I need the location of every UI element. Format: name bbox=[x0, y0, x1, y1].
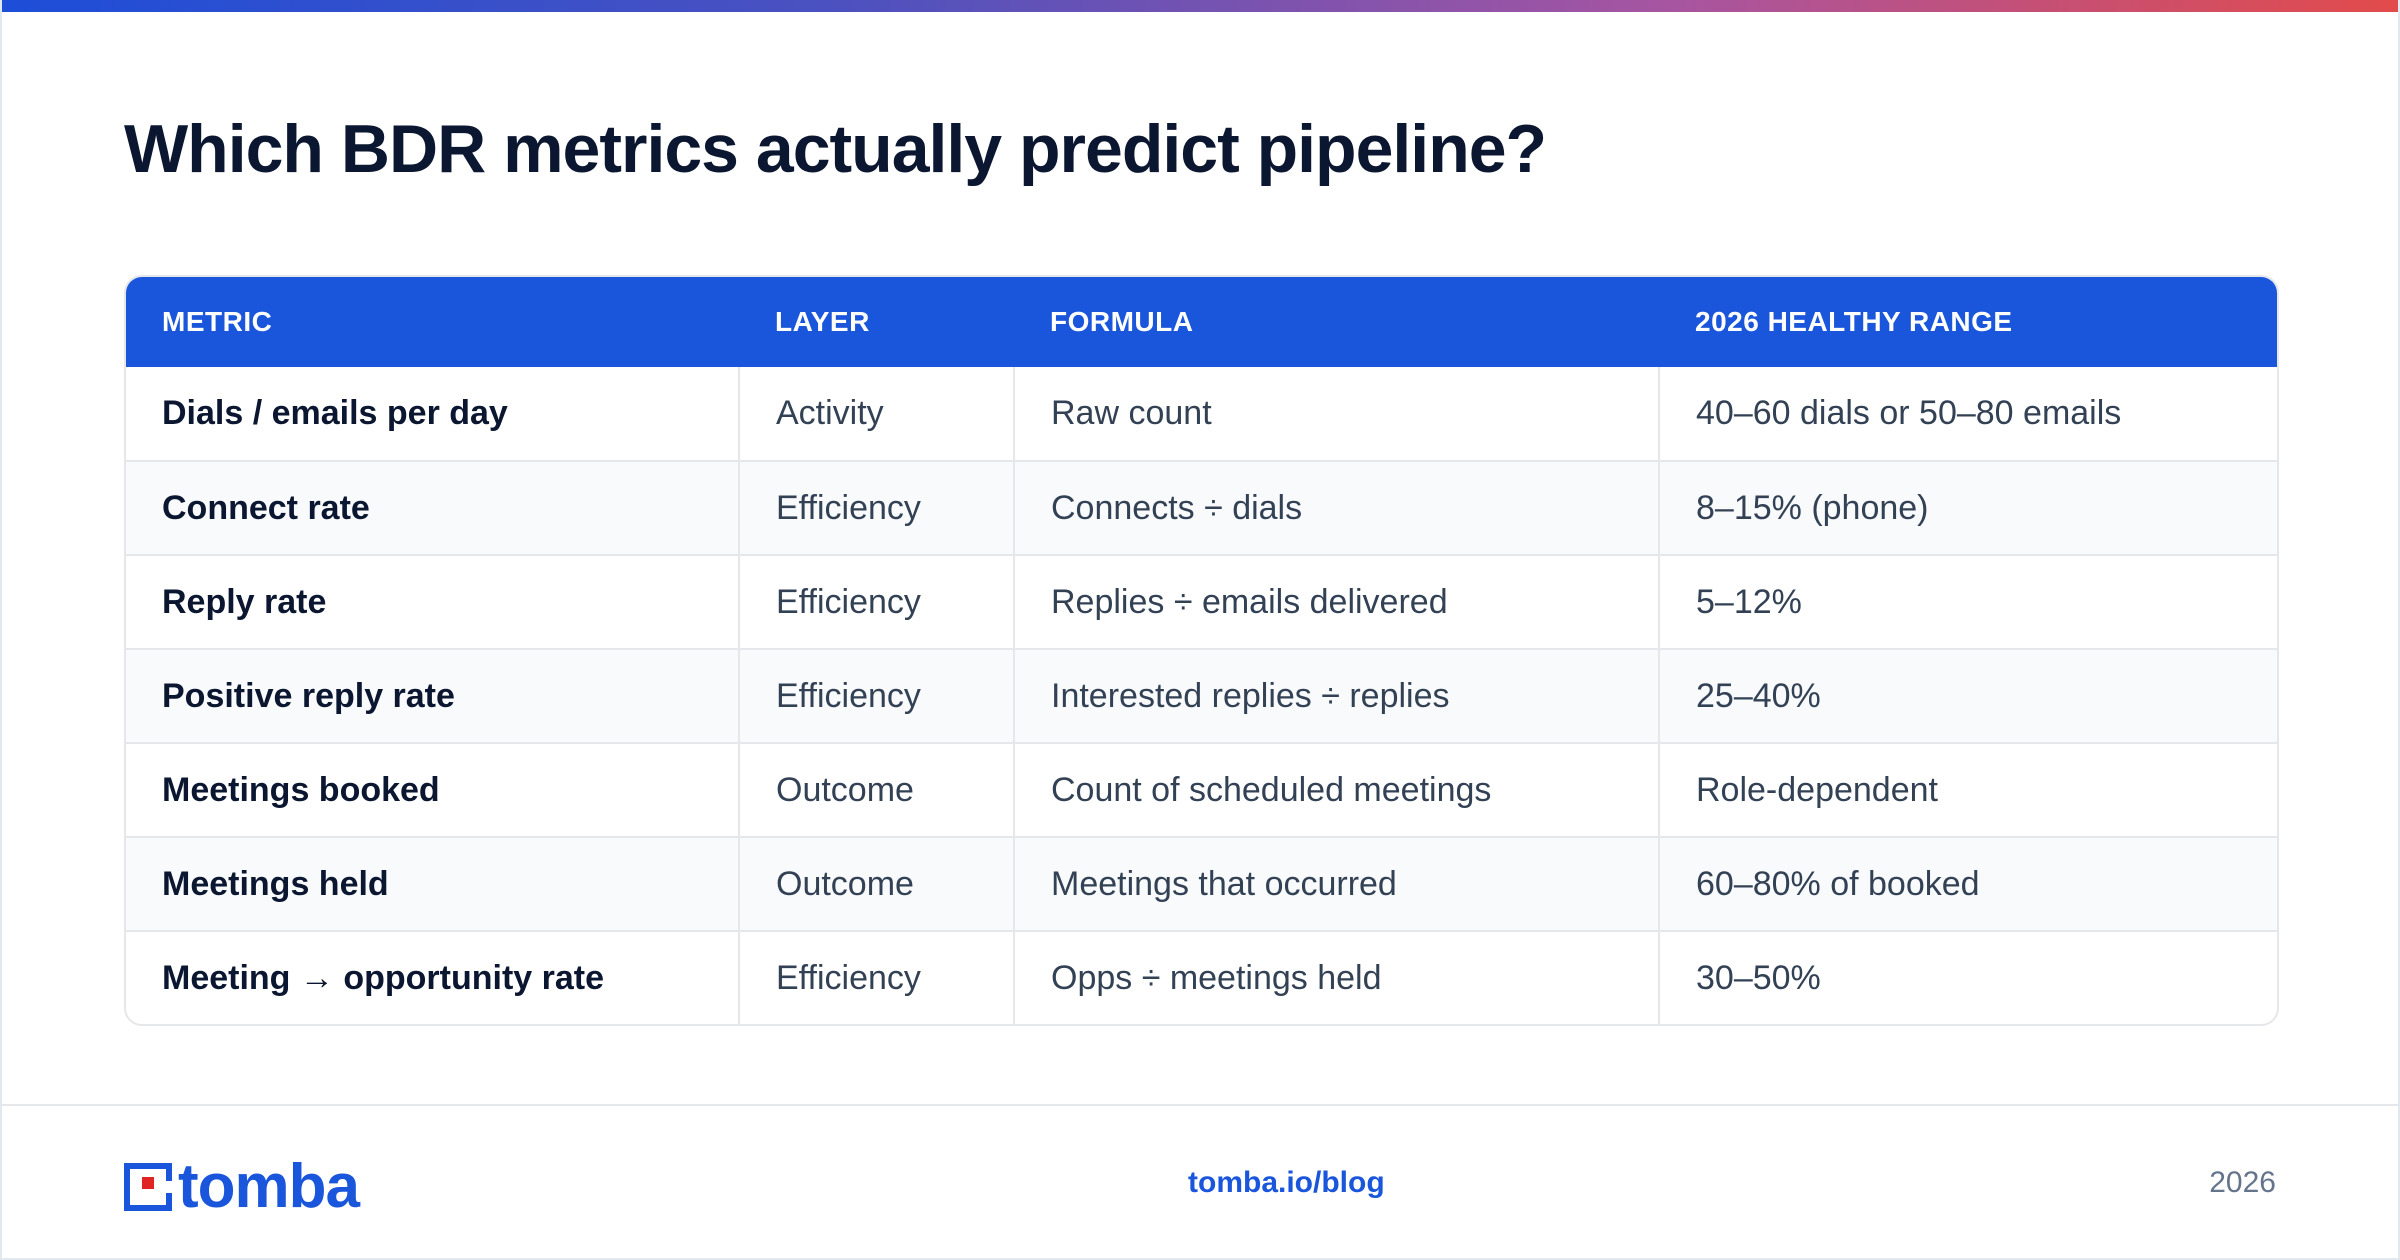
formula-cell: Connects ÷ dials bbox=[1013, 460, 1659, 555]
metric-cell: Positive reply rate bbox=[126, 648, 739, 743]
page-title: Which BDR metrics actually predict pipel… bbox=[124, 111, 1547, 187]
range-cell: 8–15% (phone) bbox=[1658, 460, 2277, 555]
header-healthy-range: 2026 HEALTHY RANGE bbox=[1659, 277, 2277, 367]
formula-cell: Raw count bbox=[1013, 367, 1659, 461]
tomba-logo-icon bbox=[124, 1163, 172, 1211]
footer-divider bbox=[2, 1104, 2398, 1106]
table-header-row: METRIC LAYER FORMULA 2026 HEALTHY RANGE bbox=[126, 277, 2277, 367]
table-row: Positive reply rate Efficiency Intereste… bbox=[126, 648, 2277, 743]
top-gradient-bar bbox=[2, 0, 2398, 12]
footer-year: 2026 bbox=[2209, 1166, 2276, 1199]
metric-cell: Dials / emails per day bbox=[162, 394, 508, 432]
blog-link[interactable]: tomba.io/blog bbox=[1188, 1166, 1385, 1199]
metric-cell: Meetings booked bbox=[126, 742, 739, 837]
table-row: Meetings booked Outcome Count of schedul… bbox=[126, 742, 2277, 837]
range-cell: Role-dependent bbox=[1658, 742, 2277, 837]
header-metric: METRIC bbox=[126, 277, 739, 367]
header-formula: FORMULA bbox=[1014, 277, 1659, 367]
formula-cell: Meetings that occurred bbox=[1013, 836, 1659, 931]
range-cell: 25–40% bbox=[1658, 648, 2277, 743]
table-row: Meetings held Outcome Meetings that occu… bbox=[126, 836, 2277, 931]
layer-cell: Efficiency bbox=[738, 648, 1014, 743]
metric-cell: Reply rate bbox=[126, 554, 739, 649]
formula-cell: Opps ÷ meetings held bbox=[1013, 930, 1659, 1024]
table-row: Meeting → opportunity rate Efficiency Op… bbox=[126, 930, 2277, 1024]
layer-cell: Outcome bbox=[738, 836, 1014, 931]
formula-cell: Replies ÷ emails delivered bbox=[1013, 554, 1659, 649]
formula-cell: Count of scheduled meetings bbox=[1013, 742, 1659, 837]
table-row: Connect rate Efficiency Connects ÷ dials… bbox=[126, 460, 2277, 555]
metric-cell: Meetings held bbox=[126, 836, 739, 931]
layer-cell: Efficiency bbox=[738, 554, 1014, 649]
metrics-table-card: METRIC LAYER FORMULA 2026 HEALTHY RANGE … bbox=[124, 275, 2279, 1026]
metric-cell: Meeting → opportunity rate bbox=[126, 930, 739, 1024]
tomba-logo[interactable]: tomba bbox=[124, 1152, 360, 1221]
metric-cell: Connect rate bbox=[126, 460, 739, 555]
formula-cell: Interested replies ÷ replies bbox=[1013, 648, 1659, 743]
layer-cell: Activity bbox=[738, 367, 1014, 461]
layer-cell: Efficiency bbox=[738, 930, 1014, 1024]
header-layer: LAYER bbox=[739, 277, 1014, 367]
table-row: Dials / emails per day Activity Raw coun… bbox=[126, 367, 2277, 461]
range-cell: 60–80% of booked bbox=[1658, 836, 2277, 931]
layer-cell: Efficiency bbox=[738, 460, 1014, 555]
logo-wordmark: tomba bbox=[178, 1152, 360, 1221]
table-row: Reply rate Efficiency Replies ÷ emails d… bbox=[126, 554, 2277, 649]
range-cell: 30–50% bbox=[1658, 930, 2277, 1024]
range-cell: 40–60 dials or 50–80 emails bbox=[1658, 367, 2277, 461]
range-cell: 5–12% bbox=[1658, 554, 2277, 649]
layer-cell: Outcome bbox=[738, 742, 1014, 837]
metrics-table: METRIC LAYER FORMULA 2026 HEALTHY RANGE … bbox=[126, 277, 2277, 1024]
